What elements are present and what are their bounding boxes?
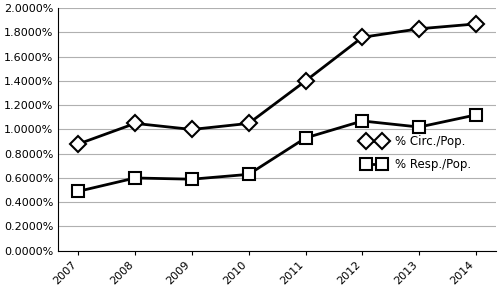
% Circ./Pop. [246, 122, 252, 125]
% Resp./Pop. [132, 176, 138, 180]
% Resp./Pop. [302, 136, 308, 140]
Line: % Circ./Pop.: % Circ./Pop. [72, 18, 482, 150]
% Resp./Pop. [189, 178, 195, 181]
% Resp./Pop. [360, 119, 366, 123]
% Circ./Pop. [360, 36, 366, 39]
% Resp./Pop. [246, 173, 252, 176]
% Resp./Pop. [76, 189, 82, 193]
% Circ./Pop. [132, 122, 138, 125]
% Resp./Pop. [473, 113, 479, 117]
% Resp./Pop. [416, 125, 422, 129]
% Circ./Pop. [473, 22, 479, 26]
% Circ./Pop. [302, 79, 308, 83]
Legend: % Circ./Pop., % Resp./Pop.: % Circ./Pop., % Resp./Pop. [358, 131, 476, 175]
% Circ./Pop. [416, 27, 422, 31]
% Circ./Pop. [76, 142, 82, 146]
Line: % Resp./Pop.: % Resp./Pop. [72, 109, 482, 197]
% Circ./Pop. [189, 128, 195, 131]
